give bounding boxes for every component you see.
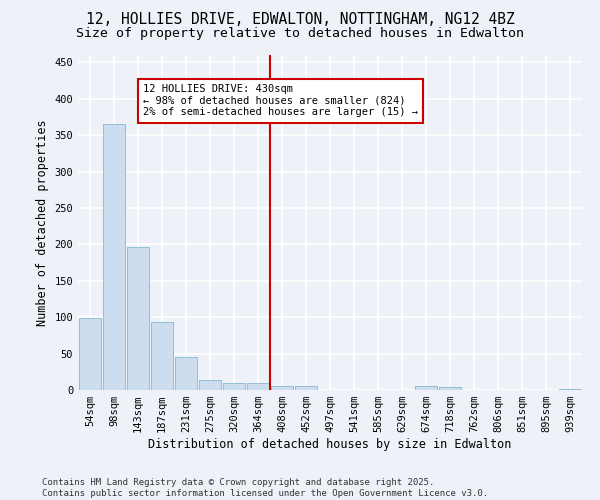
Bar <box>151 322 173 390</box>
X-axis label: Distribution of detached houses by size in Edwalton: Distribution of detached houses by size … <box>148 438 512 451</box>
Bar <box>175 356 197 390</box>
Bar <box>127 248 149 390</box>
Bar <box>271 386 293 390</box>
Text: 12, HOLLIES DRIVE, EDWALTON, NOTTINGHAM, NG12 4BZ: 12, HOLLIES DRIVE, EDWALTON, NOTTINGHAM,… <box>86 12 514 28</box>
Text: 12 HOLLIES DRIVE: 430sqm
← 98% of detached houses are smaller (824)
2% of semi-d: 12 HOLLIES DRIVE: 430sqm ← 98% of detach… <box>143 84 418 117</box>
Y-axis label: Number of detached properties: Number of detached properties <box>36 119 49 326</box>
Text: Contains HM Land Registry data © Crown copyright and database right 2025.
Contai: Contains HM Land Registry data © Crown c… <box>42 478 488 498</box>
Bar <box>247 384 269 390</box>
Bar <box>415 386 437 390</box>
Bar <box>295 386 317 390</box>
Bar <box>79 318 101 390</box>
Bar <box>439 387 461 390</box>
Bar <box>559 388 581 390</box>
Bar <box>199 380 221 390</box>
Text: Size of property relative to detached houses in Edwalton: Size of property relative to detached ho… <box>76 28 524 40</box>
Bar <box>223 382 245 390</box>
Bar <box>103 124 125 390</box>
